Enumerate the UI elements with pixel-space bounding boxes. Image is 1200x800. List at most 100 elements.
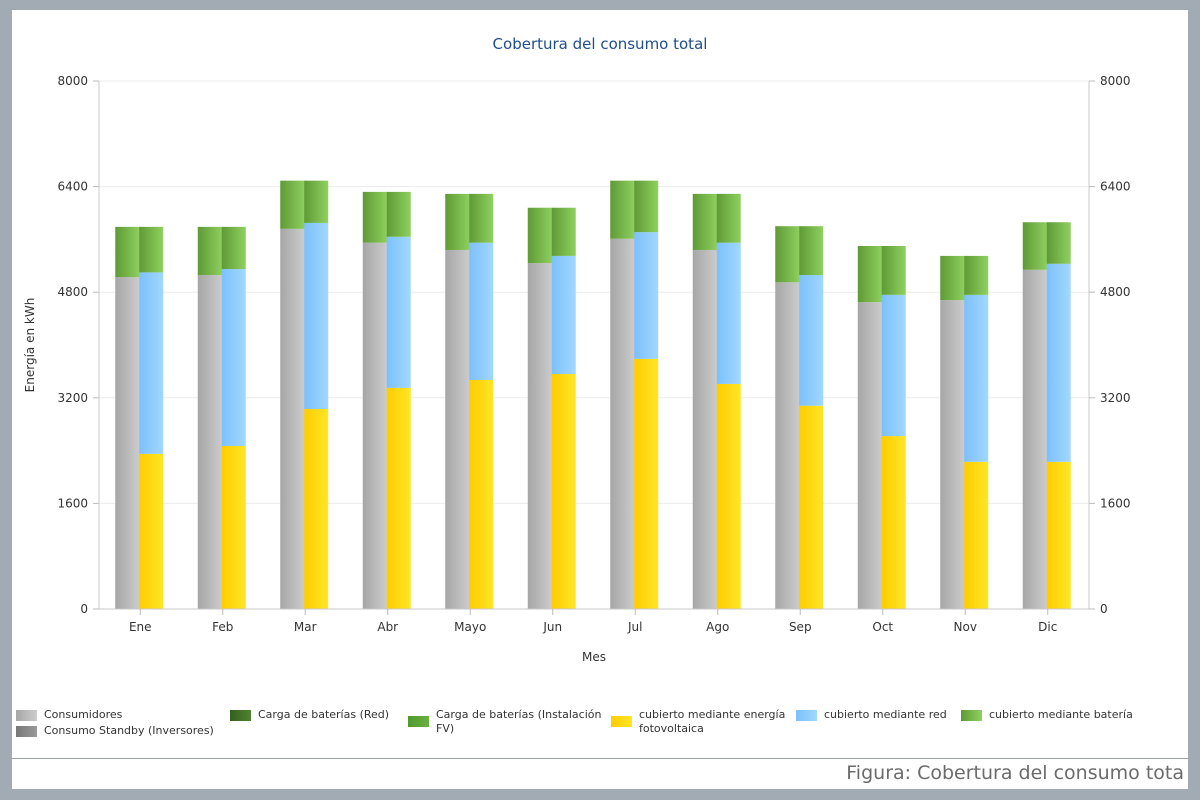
bar-cubierto-mediante-red-ene bbox=[139, 272, 164, 454]
legend-label: Consumidores bbox=[44, 708, 123, 721]
bar-consumidores-nov bbox=[940, 300, 966, 609]
bar-cubierto-mediante-energ-a-fotovoltaica-abr bbox=[386, 387, 411, 609]
x-tick-label: Ago bbox=[706, 620, 729, 634]
bar-cubierto-mediante-red-abr bbox=[386, 236, 411, 388]
bar-cubierto-mediante-bater-a-oct bbox=[881, 246, 906, 295]
legend-item-consumidores[interactable]: Consumidores bbox=[16, 708, 122, 722]
bar-cubierto-mediante-red-oct bbox=[881, 294, 906, 437]
legend-item-carga-red[interactable]: Carga de baterías (Red) bbox=[230, 708, 389, 722]
y-tick-label: 8000 bbox=[57, 74, 88, 88]
legend-label: Consumo Standby (Inversores) bbox=[44, 724, 214, 737]
bar-cubierto-mediante-red-mar bbox=[304, 222, 329, 410]
legend-swatch bbox=[611, 716, 632, 727]
bar-consumidores-ene bbox=[115, 277, 141, 609]
bar-carga-de-bater-as-instalaci-n-fv-ene bbox=[115, 226, 141, 278]
bar-cubierto-mediante-energ-a-fotovoltaica-dic bbox=[1046, 461, 1071, 609]
bar-cubierto-mediante-energ-a-fotovoltaica-nov bbox=[964, 461, 989, 609]
bar-carga-de-bater-as-instalaci-n-fv-ago bbox=[692, 193, 718, 250]
bar-cubierto-mediante-energ-a-fotovoltaica-sep bbox=[799, 405, 824, 609]
x-tick-label: Ene bbox=[129, 620, 152, 634]
chart-panel: Cobertura del consumo total 0 0 1600 1600 32… bbox=[12, 10, 1188, 789]
bar-cubierto-mediante-red-dic bbox=[1046, 263, 1071, 462]
bar-cubierto-mediante-bater-a-jun bbox=[551, 207, 576, 256]
legend-item-standby[interactable]: Consumo Standby (Inversores) bbox=[16, 724, 214, 738]
legend-item-bateria[interactable]: cubierto mediante batería bbox=[961, 708, 1133, 722]
legend-swatch bbox=[16, 710, 37, 721]
y-tick-label: 0 bbox=[80, 602, 88, 616]
legend-swatch bbox=[796, 710, 817, 721]
x-tick-label: Jul bbox=[627, 620, 642, 634]
x-tick-label: Oct bbox=[872, 620, 893, 634]
x-tick-label: Abr bbox=[377, 620, 398, 634]
bar-carga-de-bater-as-instalaci-n-fv-feb bbox=[197, 226, 223, 276]
bar-cubierto-mediante-bater-a-dic bbox=[1046, 222, 1071, 264]
legend-item-red[interactable]: cubierto mediante red bbox=[796, 708, 947, 722]
legend-label: cubierto mediante batería bbox=[989, 708, 1133, 721]
bar-cubierto-mediante-energ-a-fotovoltaica-mar bbox=[304, 409, 329, 609]
bar-carga-de-bater-as-instalaci-n-fv-oct bbox=[857, 246, 883, 303]
y-axis-label: Energía en kWh bbox=[23, 298, 37, 393]
bar-carga-de-bater-as-instalaci-n-fv-jul bbox=[610, 180, 636, 239]
caption-separator bbox=[12, 758, 1188, 759]
bar-cubierto-mediante-bater-a-mar bbox=[304, 180, 329, 223]
y2-tick-label: 6400 bbox=[1100, 180, 1131, 194]
legend-item-fotovoltaica[interactable]: cubierto mediante energía fotovoltaica bbox=[611, 708, 785, 736]
y-tick-label: 4800 bbox=[57, 285, 88, 299]
legend: Consumidores Consumo Standby (Inversores… bbox=[12, 700, 1188, 760]
bar-cubierto-mediante-bater-a-nov bbox=[964, 255, 989, 295]
bar-consumidores-feb bbox=[197, 275, 223, 609]
y2-tick-label: 3200 bbox=[1100, 391, 1131, 405]
x-tick-label: Dic bbox=[1038, 620, 1057, 634]
x-axis-label: Mes bbox=[582, 650, 606, 664]
bar-carga-de-bater-as-instalaci-n-fv-mar bbox=[280, 180, 306, 229]
bar-cubierto-mediante-bater-a-mayo bbox=[469, 193, 494, 243]
y-tick-label: 1600 bbox=[57, 496, 88, 510]
bar-consumidores-abr bbox=[362, 242, 388, 609]
bar-cubierto-mediante-red-nov bbox=[964, 294, 989, 462]
bar-cubierto-mediante-red-ago bbox=[716, 242, 741, 384]
bar-consumidores-dic bbox=[1022, 269, 1048, 609]
bar-cubierto-mediante-red-jul bbox=[634, 232, 659, 359]
bar-cubierto-mediante-energ-a-fotovoltaica-ene bbox=[139, 453, 164, 609]
bar-cubierto-mediante-energ-a-fotovoltaica-feb bbox=[221, 445, 246, 609]
legend-label: Carga de baterías (Instalación FV) bbox=[436, 708, 602, 735]
x-tick-label: Jun bbox=[542, 620, 562, 634]
chart-title: Cobertura del consumo total bbox=[492, 35, 708, 53]
y2-tick-label: 4800 bbox=[1100, 285, 1131, 299]
bar-cubierto-mediante-red-feb bbox=[221, 269, 246, 446]
legend-label: cubierto mediante energía fotovoltaica bbox=[639, 708, 786, 735]
y-tick-label: 3200 bbox=[57, 391, 88, 405]
bar-carga-de-bater-as-instalaci-n-fv-jun bbox=[527, 207, 553, 264]
legend-swatch bbox=[230, 710, 251, 721]
bar-cubierto-mediante-energ-a-fotovoltaica-jun bbox=[551, 374, 576, 609]
bar-consumidores-oct bbox=[857, 302, 883, 609]
bar-cubierto-mediante-energ-a-fotovoltaica-jul bbox=[634, 358, 659, 609]
x-tick-label: Nov bbox=[954, 620, 977, 634]
x-tick-label: Sep bbox=[789, 620, 812, 634]
bar-consumidores-mayo bbox=[445, 249, 471, 609]
bar-carga-de-bater-as-instalaci-n-fv-nov bbox=[940, 255, 966, 301]
bar-carga-de-bater-as-instalaci-n-fv-sep bbox=[775, 226, 801, 283]
bar-cubierto-mediante-red-mayo bbox=[469, 242, 494, 380]
bar-carga-de-bater-as-instalaci-n-fv-mayo bbox=[445, 193, 471, 250]
bar-carga-de-bater-as-instalaci-n-fv-dic bbox=[1022, 222, 1048, 270]
bar-consumidores-jun bbox=[527, 263, 553, 609]
bar-carga-de-bater-as-instalaci-n-fv-abr bbox=[362, 191, 388, 243]
bar-cubierto-mediante-energ-a-fotovoltaica-mayo bbox=[469, 379, 494, 609]
bar-consumidores-jul bbox=[610, 238, 636, 610]
x-tick-label: Mayo bbox=[454, 620, 486, 634]
legend-swatch bbox=[16, 726, 37, 737]
bar-cubierto-mediante-bater-a-abr bbox=[386, 191, 411, 237]
bar-consumidores-ago bbox=[692, 249, 718, 609]
bar-cubierto-mediante-red-jun bbox=[551, 255, 576, 375]
legend-swatch bbox=[408, 716, 429, 727]
y2-tick-label: 1600 bbox=[1100, 496, 1131, 510]
bar-cubierto-mediante-bater-a-feb bbox=[221, 226, 246, 270]
bar-consumidores-sep bbox=[775, 282, 801, 609]
x-tick-label: Feb bbox=[212, 620, 233, 634]
y-tick-label: 6400 bbox=[57, 180, 88, 194]
bar-consumidores-mar bbox=[280, 228, 306, 609]
legend-item-carga-fv[interactable]: Carga de baterías (Instalación FV) bbox=[408, 708, 601, 736]
bar-cubierto-mediante-bater-a-jul bbox=[634, 180, 659, 233]
legend-label: cubierto mediante red bbox=[824, 708, 947, 721]
